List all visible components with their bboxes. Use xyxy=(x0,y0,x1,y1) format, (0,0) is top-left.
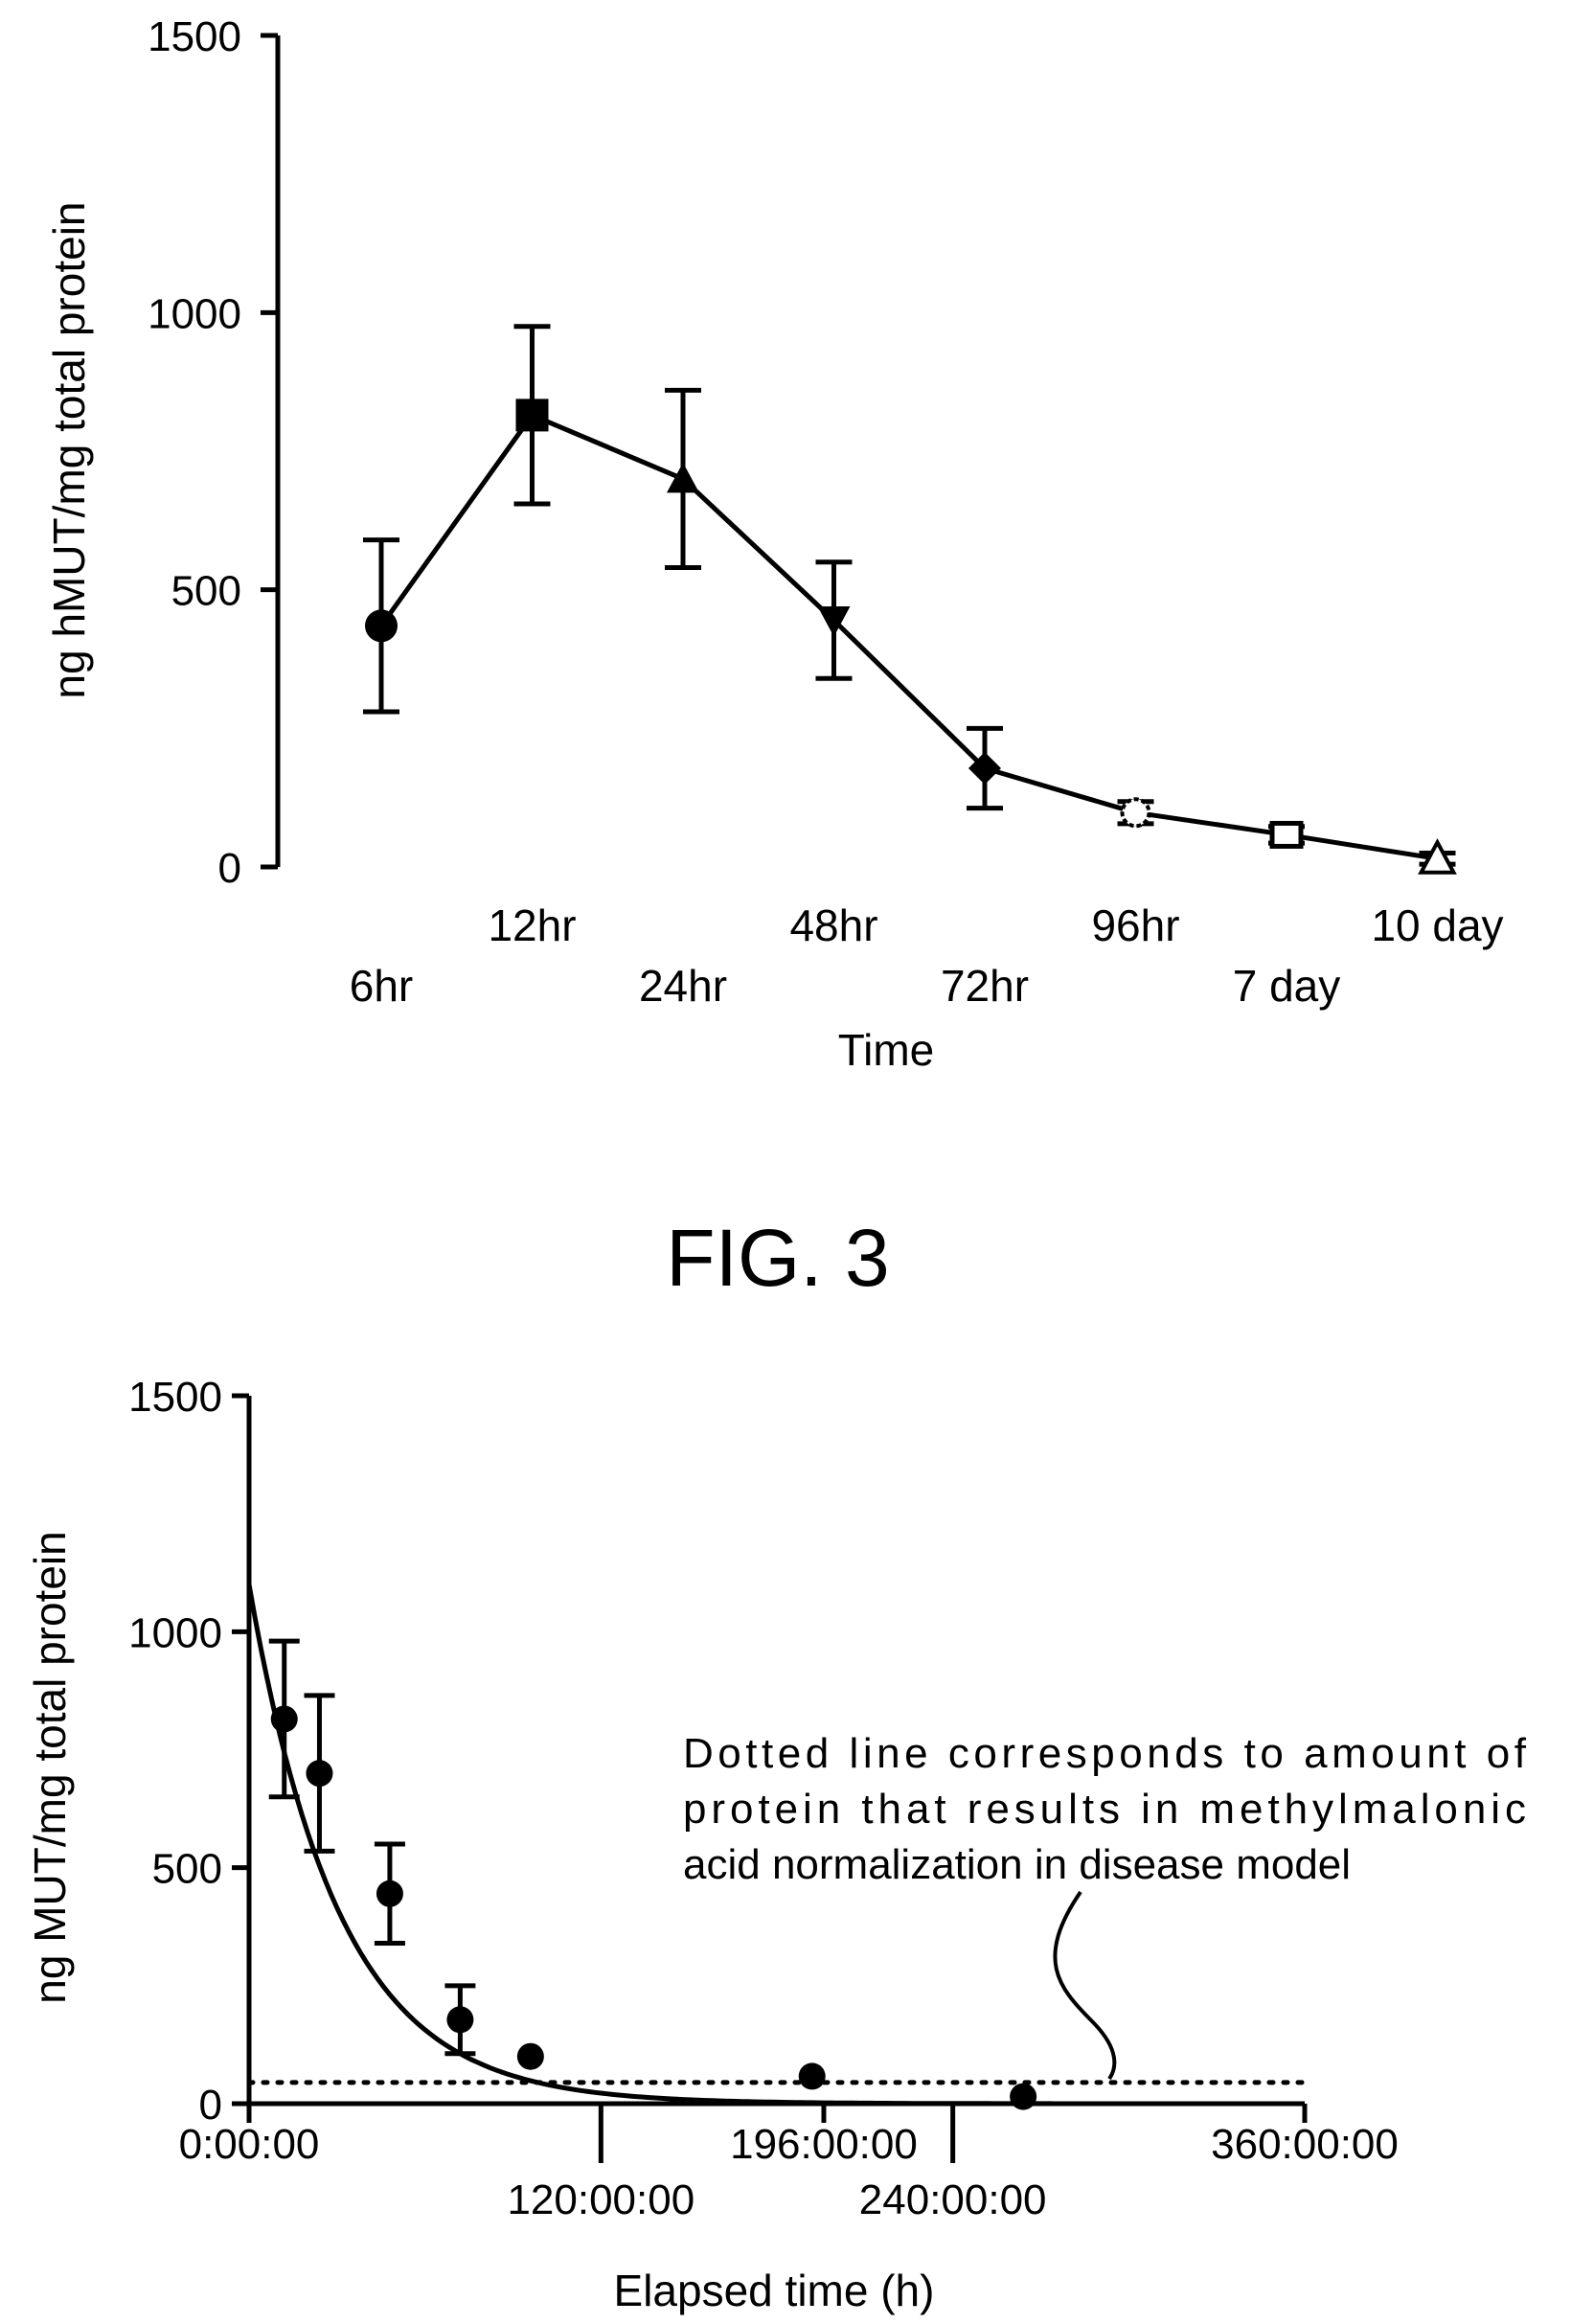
chart-2-axes xyxy=(232,1393,1308,2163)
chart-1-marker-open-circle xyxy=(1120,797,1151,829)
annotation-line-1: Dotted line corresponds to amount of xyxy=(683,1730,1527,1777)
chart-1-marker-open-square xyxy=(1269,820,1304,849)
chart-1-y-tick-labels: 0 500 1000 1500 xyxy=(148,13,241,892)
chart-1-hmut-time-course: 0 500 1000 1500 6hr 12hr 24hr 48hr 72hr 96hr 7 da… xyxy=(44,13,1504,1075)
chart-2-y-axis-title: ng MUT/mg total protein xyxy=(25,1531,75,2003)
chart-1-category-label: 48hr xyxy=(789,900,877,950)
chart-1-marker-square xyxy=(515,399,549,432)
chart-2-x-tick-labels: 0:00:00 120:00:00 196:00:00 240:00:00 360:00… xyxy=(179,2121,1399,2223)
chart-2-data-point xyxy=(446,2006,474,2034)
chart-2-y-tick-labels: 0 500 1000 1500 xyxy=(128,1374,222,2129)
chart-2-data-point xyxy=(516,2042,544,2070)
chart-2-y-tick-label: 0 xyxy=(199,2082,222,2129)
chart-1-y-tick-label: 0 xyxy=(218,845,241,892)
chart-1-category-label: 6hr xyxy=(350,961,413,1011)
chart-1-marker-diamond xyxy=(968,751,1001,785)
chart-1-y-tick-label: 1500 xyxy=(148,13,241,60)
chart-1-y-tick-label: 1000 xyxy=(148,290,241,337)
chart-1-y-tick-label: 500 xyxy=(171,568,241,615)
chart-2-y-tick-label: 1500 xyxy=(128,1374,222,1421)
chart-1-category-label: 10 day xyxy=(1371,900,1503,950)
chart-2-data-point xyxy=(1010,2083,1037,2110)
chart-2-data-point xyxy=(270,1705,298,1733)
annotation-leader-line xyxy=(1053,1890,1117,2081)
chart-1-marker-open-triangle xyxy=(1418,838,1457,875)
chart-1-category-labels: 6hr 12hr 24hr 48hr 72hr 96hr 7 day 10 day xyxy=(350,900,1504,1011)
chart-1-marker-circle xyxy=(365,609,398,643)
chart-1-x-axis-title: Time xyxy=(838,1025,935,1075)
chart-2-data-points xyxy=(270,1705,1037,2110)
chart-2-annotation: Dotted line corresponds to amount of pro… xyxy=(683,1730,1527,2081)
chart-2-error-bars xyxy=(268,1638,476,2057)
chart-1-markers xyxy=(365,399,1457,875)
chart-1-marker-triangle-down xyxy=(817,606,851,637)
chart-2-x-axis-title: Elapsed time (h) xyxy=(614,2266,935,2315)
chart-1-category-label: 7 day xyxy=(1233,961,1341,1011)
chart-1-y-axis-title: ng hMUT/mg total protein xyxy=(44,201,94,698)
chart-1-category-label: 12hr xyxy=(488,900,576,950)
chart-2-x-tick-label: 196:00:00 xyxy=(730,2121,918,2168)
annotation-line-2: protein that results in methylmalonic xyxy=(683,1786,1526,1833)
chart-1-series-line xyxy=(378,412,1438,861)
chart-2-elapsed-time-decay: 0 500 1000 1500 0:00:00 120:00:00 196:00:00 24… xyxy=(25,1374,1527,2315)
chart-1-line xyxy=(378,412,1438,861)
annotation-line-3: acid normalization in disease model xyxy=(683,1841,1351,1888)
chart-2-x-tick-label: 0:00:00 xyxy=(179,2121,320,2168)
chart-2-data-point xyxy=(306,1760,333,1788)
chart-2-y-tick-label: 500 xyxy=(152,1846,222,1893)
chart-1-category-label: 24hr xyxy=(639,961,727,1011)
figure-caption: FIG. 3 xyxy=(666,1213,889,1303)
chart-2-fit-path xyxy=(246,1584,1053,2107)
chart-2-data-point xyxy=(376,1880,403,1907)
chart-2-data-point xyxy=(798,2062,826,2090)
chart-2-fit-curve xyxy=(246,1584,1053,2107)
chart-2-x-tick-label: 120:00:00 xyxy=(507,2176,694,2223)
chart-1-marker-triangle-up xyxy=(667,462,699,493)
chart-1-category-label: 96hr xyxy=(1091,900,1179,950)
chart-2-x-tick-label: 360:00:00 xyxy=(1211,2121,1399,2168)
chart-1-category-label: 72hr xyxy=(941,961,1029,1011)
chart-1-y-axis xyxy=(261,33,281,870)
chart-2-x-tick-label: 240:00:00 xyxy=(859,2176,1047,2223)
chart-2-y-tick-label: 1000 xyxy=(128,1609,222,1656)
